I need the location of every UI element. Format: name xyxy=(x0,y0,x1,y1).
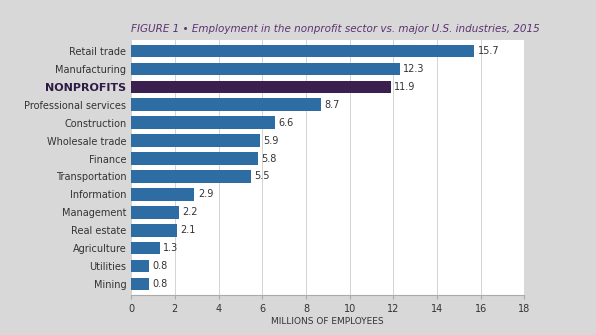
Bar xyxy=(131,206,179,219)
Bar xyxy=(131,45,474,57)
Text: 11.9: 11.9 xyxy=(395,82,416,92)
Bar xyxy=(131,224,177,237)
Text: 0.8: 0.8 xyxy=(152,279,167,289)
Text: 2.1: 2.1 xyxy=(180,225,195,235)
Text: 2.9: 2.9 xyxy=(198,189,213,199)
Bar xyxy=(131,98,321,111)
Text: 6.6: 6.6 xyxy=(278,118,294,128)
Bar xyxy=(131,134,260,147)
Bar xyxy=(131,80,391,93)
Bar xyxy=(131,260,148,272)
Bar xyxy=(131,170,252,183)
Text: 12.3: 12.3 xyxy=(403,64,425,74)
Bar xyxy=(131,278,148,290)
Bar xyxy=(131,188,194,201)
Text: 8.7: 8.7 xyxy=(324,100,340,110)
Text: 5.8: 5.8 xyxy=(261,153,277,163)
Text: 0.8: 0.8 xyxy=(152,261,167,271)
X-axis label: MILLIONS OF EMPLOYEES: MILLIONS OF EMPLOYEES xyxy=(272,317,384,326)
Text: 2.2: 2.2 xyxy=(182,207,198,217)
Text: 5.9: 5.9 xyxy=(263,136,279,146)
Text: FIGURE 1 • Employment in the nonprofit sector vs. major U.S. industries, 2015: FIGURE 1 • Employment in the nonprofit s… xyxy=(131,24,540,34)
Bar xyxy=(131,242,160,255)
Bar xyxy=(131,63,400,75)
Bar xyxy=(131,116,275,129)
Text: 5.5: 5.5 xyxy=(254,172,270,182)
Text: 15.7: 15.7 xyxy=(477,46,499,56)
Text: 1.3: 1.3 xyxy=(163,243,178,253)
Bar xyxy=(131,152,258,165)
